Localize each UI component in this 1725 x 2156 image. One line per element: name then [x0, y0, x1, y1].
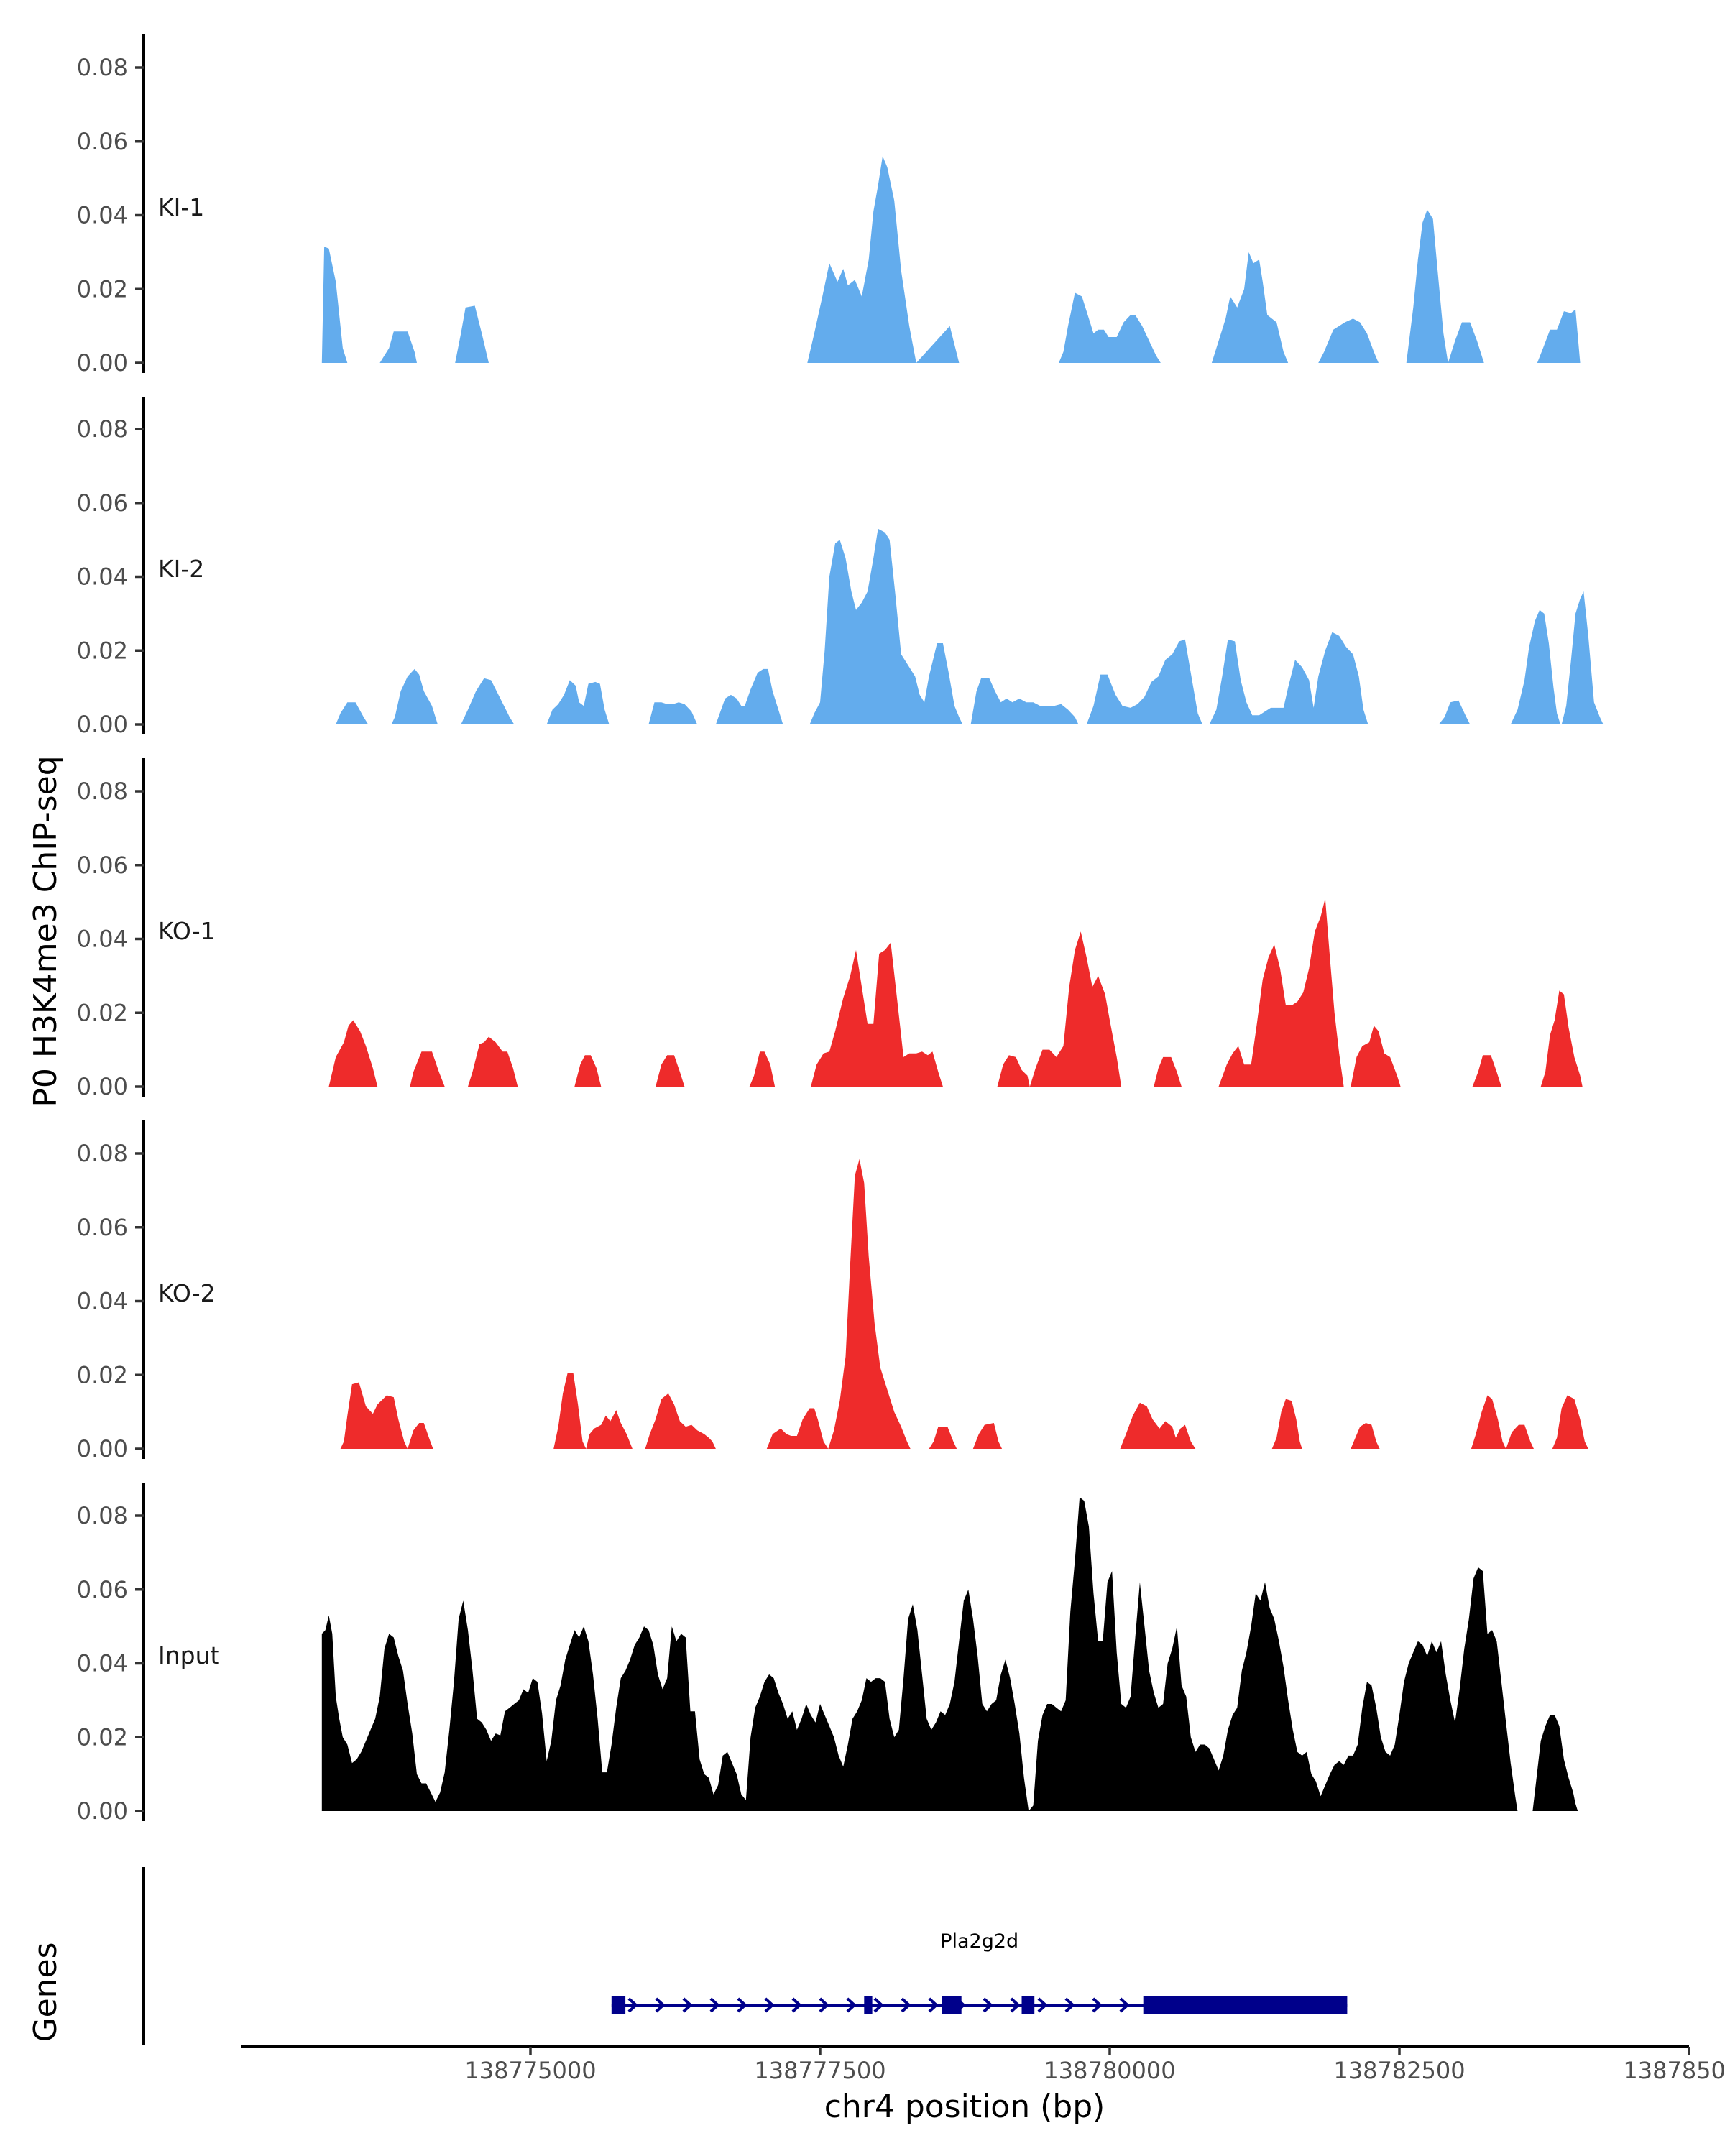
y-tick-label: 0.08 — [77, 415, 128, 443]
y-tick-label: 0.00 — [77, 1073, 128, 1100]
x-tick-label: 138780000 — [1044, 2057, 1175, 2084]
y-tick-label: 0.06 — [77, 852, 128, 879]
strand-chevron — [873, 1997, 884, 2013]
strand-chevron — [655, 1997, 666, 2013]
x-axis-title: chr4 position (bp) — [824, 2088, 1105, 2125]
signal-tracks: 0.00 0.02 0.04 0.06 0.08 KI-1 0.00 0.02 0.04 0.06… — [77, 34, 1604, 1825]
strand-chevron — [1092, 1997, 1103, 2013]
strand-chevron — [709, 1997, 720, 2013]
strand-chevron — [1119, 1997, 1130, 2013]
genes-axis-title: Genes — [27, 1942, 64, 2042]
y-tick-label: 0.04 — [77, 202, 128, 229]
strand-chevron — [627, 1997, 638, 2013]
gene-exon — [1143, 1996, 1348, 2014]
track-ki-1: 0.00 0.02 0.04 0.06 0.08 KI-1 — [77, 34, 1581, 377]
track-label: KO-1 — [158, 917, 216, 945]
strand-chevron — [983, 1997, 993, 2013]
strand-chevron — [764, 1997, 775, 2013]
y-tick-label: 0.00 — [77, 711, 128, 738]
gene-exon — [942, 1996, 962, 2014]
signal-area — [321, 1497, 1581, 1811]
x-tick-label: 138782500 — [1333, 2057, 1465, 2084]
strand-chevron — [682, 1997, 693, 2013]
y-tick-label: 0.02 — [77, 637, 128, 664]
y-tick-label: 0.04 — [77, 926, 128, 953]
strand-chevron — [1037, 1997, 1048, 2013]
y-tick-label: 0.08 — [77, 1140, 128, 1167]
gene-exon — [864, 1996, 873, 2014]
gene-name-label: Pla2g2d — [940, 1930, 1018, 1953]
x-tick-label: 138785000 — [1623, 2057, 1725, 2084]
gene-model: Pla2g2d — [611, 1930, 1348, 2014]
track-ki-2: 0.00 0.02 0.04 0.06 0.08 KI-2 — [77, 397, 1604, 738]
y-tick-label: 0.06 — [77, 128, 128, 155]
y-tick-label: 0.02 — [77, 1723, 128, 1751]
strand-chevron — [819, 1997, 829, 2013]
y-tick-label: 0.00 — [77, 1435, 128, 1462]
x-tick-label: 138775000 — [464, 2057, 596, 2084]
y-tick-label: 0.08 — [77, 1502, 128, 1529]
track-ko-1: 0.00 0.02 0.04 0.06 0.08 KO-1 — [77, 758, 1583, 1100]
y-tick-label: 0.04 — [77, 563, 128, 591]
genes-panel: Pla2g2d — [142, 1867, 1348, 2045]
strand-chevron — [1010, 1997, 1021, 2013]
track-ko-2: 0.00 0.02 0.04 0.06 0.08 KO-2 — [77, 1120, 1588, 1462]
gene-exon — [1021, 1996, 1035, 2014]
y-tick-label: 0.04 — [77, 1650, 128, 1677]
y-tick-label: 0.02 — [77, 275, 128, 303]
x-axis: 138775000 138777500 138780000 138782500 1387… — [241, 2045, 1725, 2084]
y-tick-label: 0.08 — [77, 54, 128, 81]
track-label: KI-1 — [158, 193, 204, 221]
x-tick-label: 138777500 — [754, 2057, 886, 2084]
track-label: KO-2 — [158, 1279, 216, 1307]
y-tick-label: 0.02 — [77, 1361, 128, 1388]
signal-area — [328, 898, 1583, 1087]
strand-chevron — [791, 1997, 802, 2013]
signal-area — [321, 156, 1581, 364]
y-tick-label: 0.00 — [77, 1797, 128, 1825]
y-tick-label: 0.06 — [77, 1214, 128, 1241]
strand-chevron — [901, 1997, 911, 2013]
track-label: Input — [158, 1641, 220, 1669]
y-tick-label: 0.00 — [77, 349, 128, 377]
track-input: 0.00 0.02 0.04 0.06 0.08 Input — [77, 1483, 1581, 1825]
track-label: KI-2 — [158, 555, 204, 583]
y-tick-label: 0.08 — [77, 778, 128, 805]
strand-chevron — [846, 1997, 857, 2013]
y-tick-label: 0.06 — [77, 489, 128, 517]
y-axis-title: P0 H3K4me3 ChIP-seq — [27, 755, 64, 1107]
y-tick-label: 0.02 — [77, 999, 128, 1026]
y-tick-label: 0.04 — [77, 1288, 128, 1315]
strand-chevron — [1064, 1997, 1075, 2013]
strand-chevron — [928, 1997, 939, 2013]
y-tick-label: 0.06 — [77, 1576, 128, 1603]
gene-exon — [611, 1996, 626, 2014]
strand-chevron — [737, 1997, 748, 2013]
